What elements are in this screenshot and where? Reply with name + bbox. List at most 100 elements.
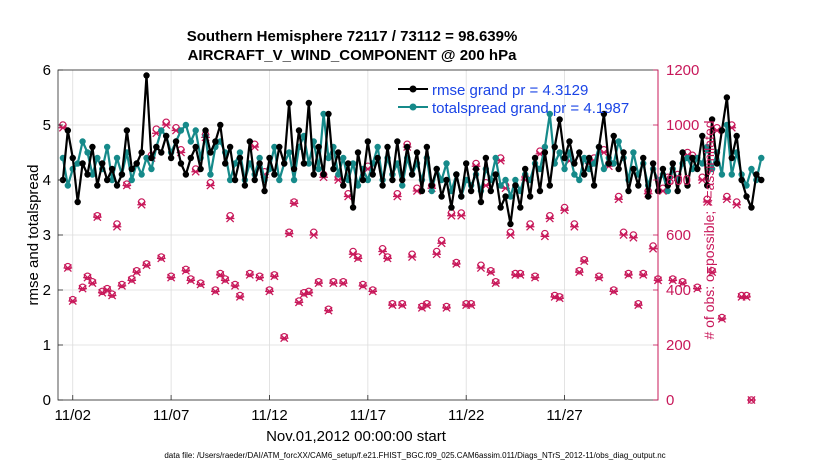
rmse-point [531,154,539,162]
obs-assimilated-point [181,266,191,275]
spread-point [94,154,101,162]
right-tick-label: 600 [666,227,691,244]
rmse-point [384,143,391,151]
obs-assimilated-point [722,195,732,204]
obs-assimilated-point [112,222,122,231]
rmse-point [699,132,706,140]
rmse-point [566,138,573,145]
obs-assimilated-point [388,301,397,310]
spread-point [541,143,549,151]
rmse-point [517,204,524,211]
obs-possible-point [118,280,126,289]
rmse-point [728,154,735,162]
rmse-point [74,198,81,206]
left-tick-label: 6 [43,62,51,79]
rmse-point [590,182,598,189]
spread-point [143,154,150,162]
right-axis-label: # of obs: o=possible; ×=assimilated [701,120,717,339]
spread-point [64,182,72,189]
x-axis-label: Nov.01,2012 00:00:00 start [266,428,447,445]
spread-point [148,165,155,173]
spread-point [290,176,298,184]
obs-assimilated-point [309,230,319,240]
spread-point [600,165,608,173]
obs-assimilated-point [250,142,260,152]
rmse-point [703,182,711,189]
obs-assimilated-point [442,303,451,312]
obs-assimilated-point [515,270,525,279]
obs-possible-point [88,277,97,286]
rmse-point [536,187,544,195]
obs-assimilated-point [166,273,176,282]
rmse-point [738,176,745,184]
rmse-point [359,176,367,184]
rmse-point [305,99,313,107]
obs-possible-point [265,286,274,294]
right-axis-ticks: 0 200 400 600 800 1000 1200 [653,62,699,409]
obs-possible-point [211,286,220,294]
obs-possible-point [255,272,264,281]
right-tick-label: 200 [666,337,691,354]
obs-assimilated-point [211,287,220,296]
spread-point [428,187,435,195]
obs-possible-point [354,253,362,261]
spread-point [315,165,322,173]
rmse-point [689,154,696,162]
spread-point [497,182,504,189]
spread-point [507,193,514,200]
rmse-point [423,143,431,151]
footer-data-file: data file: /Users/raeder/DAI/ATM_forcXX/… [164,451,665,460]
obs-assimilated-point [137,200,146,209]
legend-rmse-label: rmse grand pr = 4.3129 [432,82,588,99]
x-tick-label: 11/12 [251,407,287,424]
rmse-point [640,154,647,162]
obs-possible-point [246,269,254,278]
obs-possible-point [216,269,225,278]
rmse-point [733,132,740,140]
x-tick-label: 11/22 [448,407,484,424]
obs-possible-point [624,269,633,278]
spread-point [718,171,726,178]
spread-point [108,176,116,184]
rmse-point [158,149,165,156]
obs-assimilated-point [614,195,623,204]
obs-possible-point [383,253,392,261]
obs-assimilated-point [245,270,255,279]
rmse-point [118,171,126,178]
rmse-point [310,171,317,178]
chart-title-line1: Southern Hemisphere 72117 / 73112 = 98.6… [187,28,518,45]
obs-assimilated-point [397,301,407,310]
obs-possible-point [486,266,495,275]
rmse-point [708,116,716,123]
obs-possible-point [359,280,367,289]
x-tick-label: 11/17 [350,407,386,424]
spread-point [684,154,691,162]
rmse-point [576,149,583,156]
rmse-point [335,149,342,156]
rmse-point [462,160,470,167]
rmse-point [487,187,494,195]
rmse-point [413,149,421,156]
x-tick-label: 11/02 [55,407,91,424]
rmse-point [290,165,298,173]
obs-assimilated-point [609,287,619,296]
rmse-point [664,182,672,189]
spread-point [615,138,622,145]
obs-assimilated-point [742,292,751,301]
obs-assimilated-point [702,197,712,207]
obs-assimilated-point [506,230,515,240]
spread-point [556,149,563,156]
obs-assimilated-point [624,270,633,279]
obs-possible-point [339,277,348,286]
obs-assimilated-point [122,181,132,190]
rmse-point [620,149,627,156]
obs-possible-point [678,277,687,286]
obs-possible-point [388,299,397,308]
rmse-point [251,176,258,184]
rmse-point [266,154,273,162]
obs-possible-point [324,305,333,314]
rmse-point [713,160,721,167]
rmse-point [94,182,101,189]
rmse-point [320,171,327,178]
obs-assimilated-point [334,175,343,185]
